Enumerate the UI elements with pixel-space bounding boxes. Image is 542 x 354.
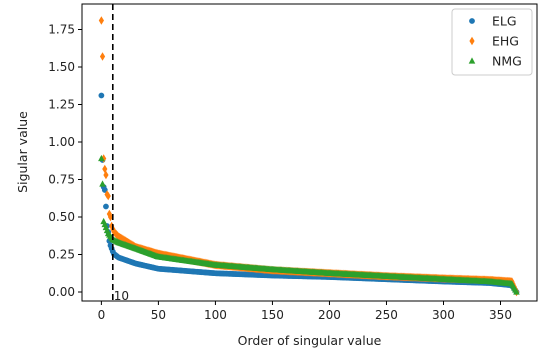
y-axis-ticks: 0.00 0.25 0.50 0.75 1.00 1.25 1.50 1.75 [48, 23, 82, 299]
data-point [98, 16, 104, 25]
y-tick-label: 1.25 [48, 98, 75, 112]
x-tick-label: 250 [375, 308, 398, 322]
x-tick-label: 150 [261, 308, 284, 322]
y-tick-label: 0.50 [48, 210, 75, 224]
legend-label: ELG [492, 14, 517, 29]
data-point [107, 212, 114, 222]
x-tick-label: 200 [318, 308, 341, 322]
y-tick-label: 1.50 [48, 60, 75, 74]
x-tick-label: 0 [98, 308, 106, 322]
legend-marker [469, 18, 475, 24]
data-point [99, 52, 106, 61]
data-point [103, 170, 109, 180]
series-layer [98, 16, 520, 297]
data-point [98, 154, 105, 162]
legend-label: EHG [492, 34, 519, 49]
legend-marker [469, 36, 475, 46]
cutoff-label: 10 [114, 289, 129, 303]
data-point [105, 191, 111, 201]
plot-frame [81, 3, 538, 302]
y-tick-label: 0.25 [48, 248, 75, 262]
y-tick-label: 1.75 [48, 23, 75, 37]
legend: ELG EHG NMG [451, 8, 533, 76]
data-point [101, 187, 108, 193]
x-tick-label: 100 [204, 308, 227, 322]
x-tick-label: 50 [151, 308, 166, 322]
x-tick-label: 300 [432, 308, 455, 322]
legend-marker [468, 57, 476, 64]
x-tick-label: 350 [489, 308, 512, 322]
series-nmg [98, 154, 520, 295]
y-tick-label: 0.00 [48, 285, 75, 299]
data-point [103, 203, 109, 210]
data-point [513, 288, 520, 295]
x-axis-ticks: 0 50 100 150 200 250 300 350 [98, 301, 512, 322]
legend-label: NMG [492, 54, 522, 69]
x-axis-label: Order of singular value [238, 333, 382, 348]
y-axis-label: Sigular value [15, 111, 30, 193]
data-point [99, 180, 106, 187]
y-tick-label: 1.00 [48, 135, 75, 149]
y-tick-label: 0.75 [48, 173, 75, 187]
data-point [98, 92, 105, 99]
